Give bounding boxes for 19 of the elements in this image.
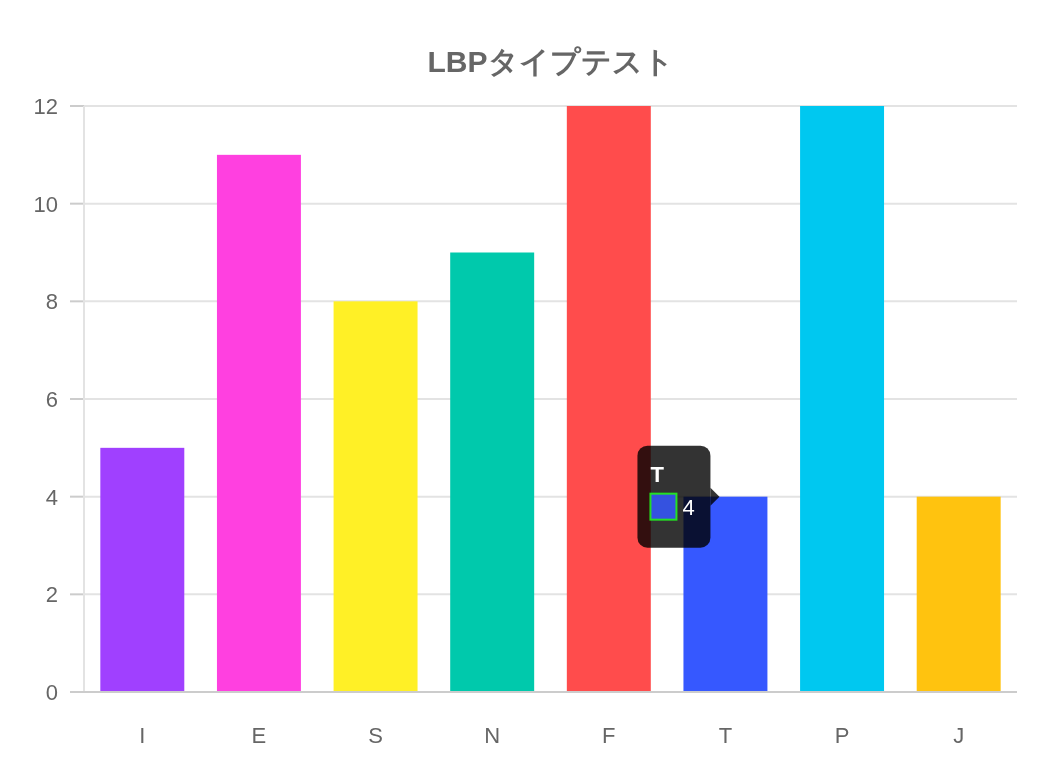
x-tick-label: T	[718, 723, 733, 748]
x-tick-label: I	[139, 723, 146, 748]
annotation: 4	[682, 494, 695, 520]
x-tick-label: F	[602, 723, 616, 748]
y-tick-label: 12	[33, 94, 58, 119]
x-tick-label: J	[953, 723, 965, 748]
x-tick-label: N	[484, 723, 501, 748]
x-tick-label: S	[368, 723, 383, 748]
tooltip: T 4	[637, 445, 720, 548]
x-tick-label: E	[251, 723, 267, 748]
y-tick-label: 10	[33, 191, 58, 217]
annotation: T	[650, 461, 665, 487]
y-tick-label: 8	[45, 289, 58, 315]
chart-title: LBPタイプテスト	[427, 45, 674, 78]
y-tick-label: 0	[45, 680, 58, 705]
x-tick-label: P	[834, 723, 850, 748]
y-tick-label: 6	[45, 387, 58, 412]
y-tick-label: 2	[45, 582, 58, 608]
y-tick-label: 4	[45, 484, 58, 510]
